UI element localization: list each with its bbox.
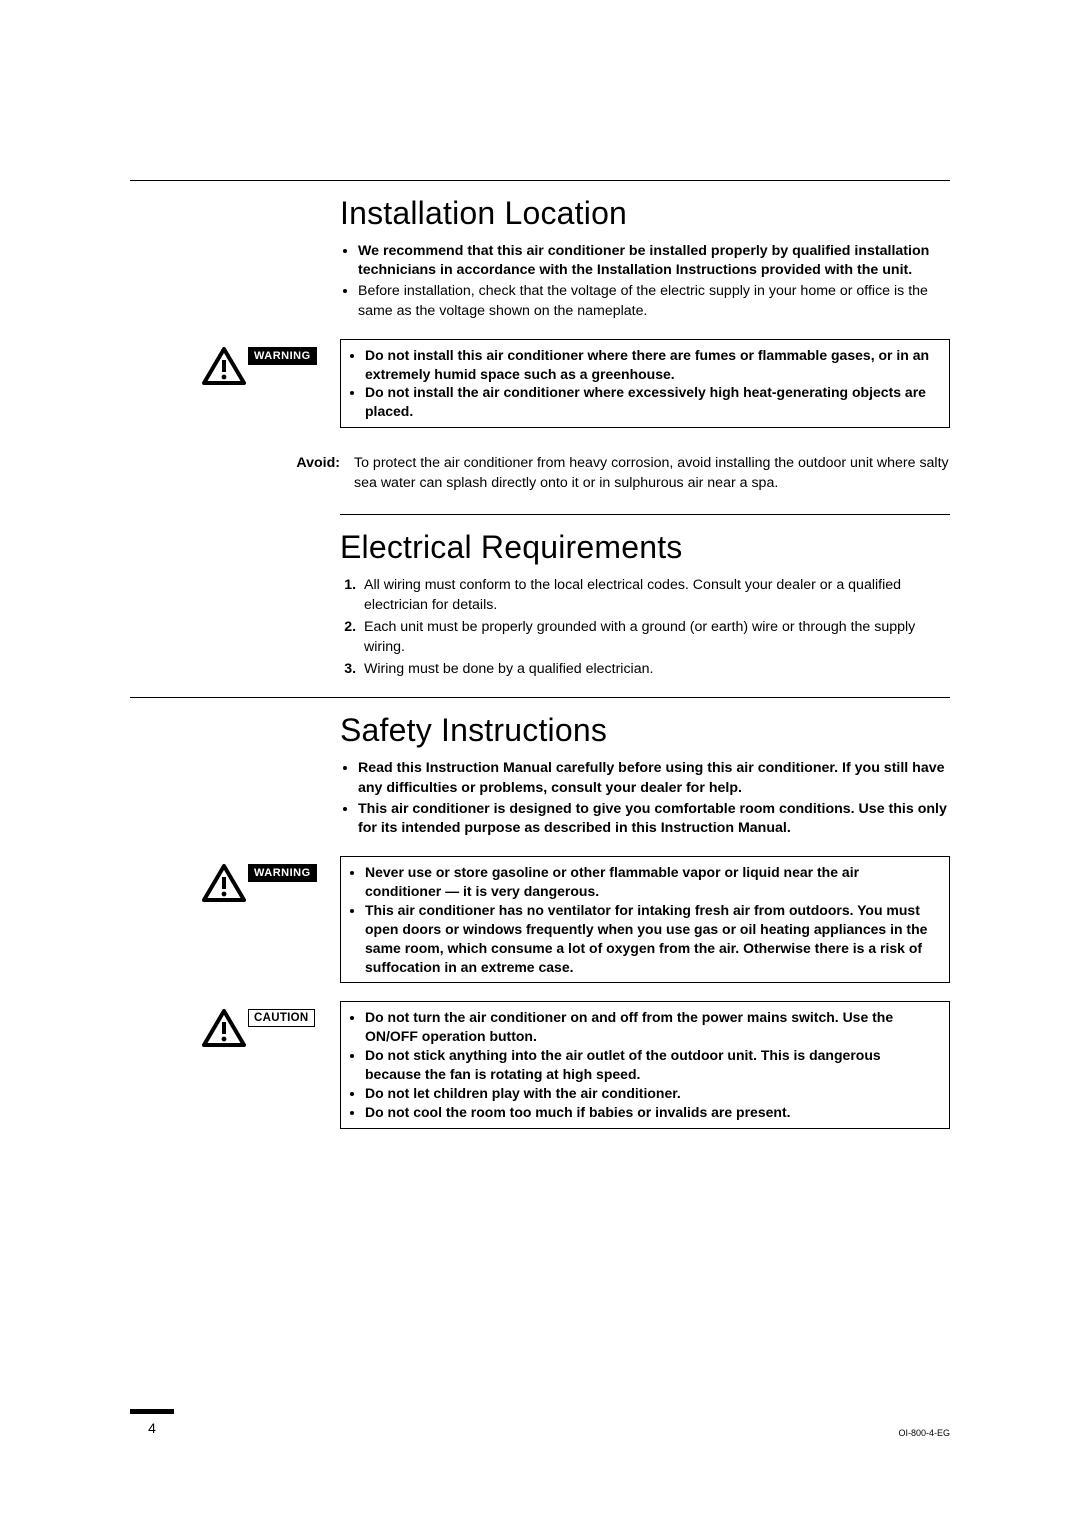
list-item: Do not install this air conditioner wher… [365,346,939,384]
caution-label: CAUTION [248,1009,315,1027]
list-item: Do not stick anything into the air outle… [365,1046,939,1084]
warning-triangle-icon [202,864,246,907]
section-safety: Safety Instructions Read this Instructio… [340,712,950,838]
page-number: 4 [148,1420,156,1436]
warning-badge: WARNING [130,856,340,907]
installation-bullets: We recommend that this air conditioner b… [340,242,950,321]
electrical-list: All wiring must conform to the local ele… [340,576,950,679]
avoid-text: To protect the air conditioner from heav… [340,454,950,494]
warning-triangle-icon [202,347,246,390]
rule-top [130,180,950,181]
list-item: Never use or store gasoline or other fla… [365,863,939,901]
list-item: This air conditioner is designed to give… [358,800,950,838]
list-item: This air conditioner has no ventilator f… [365,901,939,977]
page-number-wrap: 4 [130,1409,174,1438]
warning-badge: WARNING [130,339,340,390]
doc-code: OI-800-4-EG [898,1428,950,1438]
heading-electrical: Electrical Requirements [340,529,950,566]
list-item: Do not turn the air conditioner on and o… [365,1008,939,1046]
list-item: Do not cool the room too much if babies … [365,1103,939,1122]
warning-box: Never use or store gasoline or other fla… [340,856,950,983]
list-item: Read this Instruction Manual carefully b… [358,759,950,797]
list-item: Do not let children play with the air co… [365,1084,939,1103]
warning-block-1: WARNING Do not install this air conditio… [130,339,950,429]
heading-installation: Installation Location [340,195,950,232]
list-item: Wiring must be done by a qualified elect… [360,660,950,680]
caution-badge: CAUTION [130,1001,340,1052]
warning-label: WARNING [248,347,317,365]
safety-bullets: Read this Instruction Manual carefully b… [340,759,950,838]
heading-safety: Safety Instructions [340,712,950,749]
section-electrical: Electrical Requirements All wiring must … [340,529,950,679]
list-item: Before installation, check that the volt… [358,282,950,320]
footer: 4 OI-800-4-EG [130,1409,950,1438]
warning-label: WARNING [248,864,317,882]
caution-block: CAUTION Do not turn the air conditioner … [130,1001,950,1128]
list-item: Each unit must be properly grounded with… [360,618,950,658]
caution-triangle-icon [202,1009,246,1052]
caution-box: Do not turn the air conditioner on and o… [340,1001,950,1128]
list-item: All wiring must conform to the local ele… [360,576,950,616]
warning-box: Do not install this air conditioner wher… [340,339,950,429]
list-item: We recommend that this air conditioner b… [358,242,950,280]
avoid-row: Avoid: To protect the air conditioner fr… [130,454,950,494]
page: Installation Location We recommend that … [0,0,1080,1528]
section-installation: Installation Location We recommend that … [340,195,950,321]
avoid-label: Avoid: [266,454,340,494]
rule-mid-2 [130,697,950,698]
warning-block-2: WARNING Never use or store gasoline or o… [130,856,950,983]
list-item: Do not install the air conditioner where… [365,383,939,421]
rule-mid-1 [340,514,950,515]
